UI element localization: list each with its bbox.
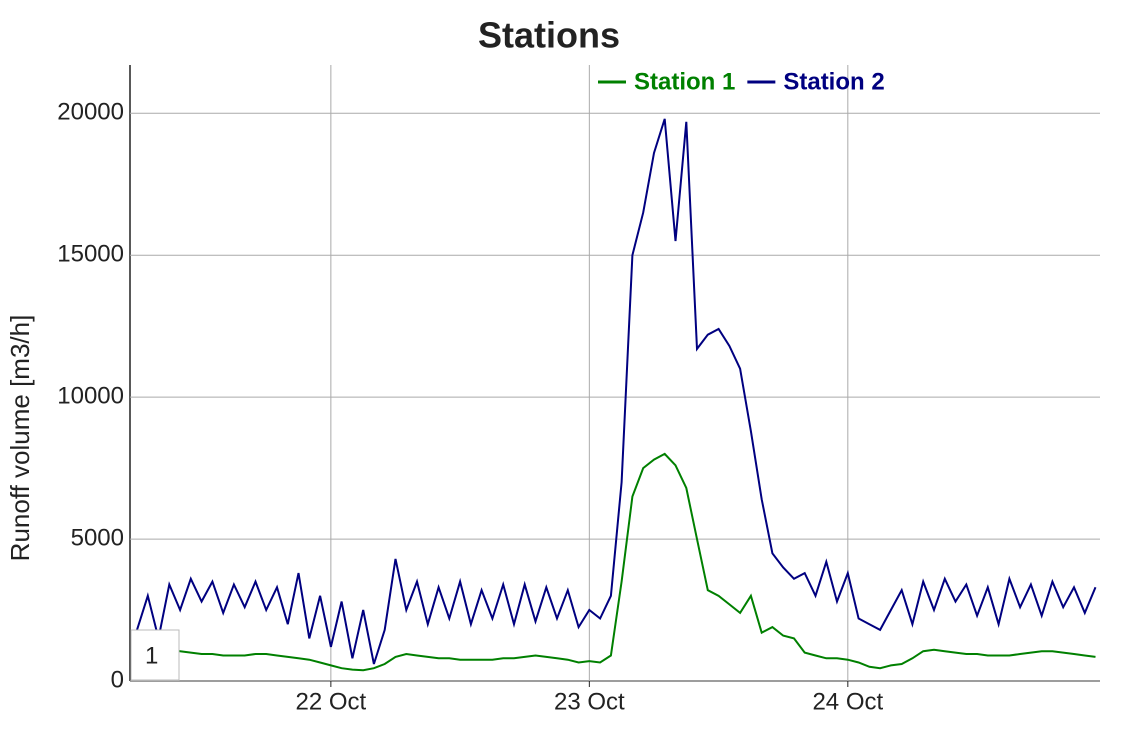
x-tick-label: 22 Oct [296, 688, 367, 715]
y-tick-label: 5000 [71, 524, 124, 551]
y-tick-label: 20000 [57, 99, 124, 126]
line-series [136, 118, 1097, 665]
y-tick-label: 10000 [57, 382, 124, 409]
y-tick-label: 15000 [57, 241, 124, 268]
legend-label: Station 1 [634, 68, 735, 95]
y-axis-label: Runoff volume [m3/h] [5, 315, 35, 562]
line-series [136, 452, 1096, 672]
badge: 1 [145, 642, 158, 669]
y-tick-label: 0 [111, 666, 124, 693]
chart-title: Stations [478, 15, 620, 56]
x-tick-label: 23 Oct [554, 688, 625, 715]
badge-box [130, 629, 180, 681]
legend-label: Station 2 [783, 68, 884, 95]
x-tick-label: 24 Oct [812, 688, 883, 715]
